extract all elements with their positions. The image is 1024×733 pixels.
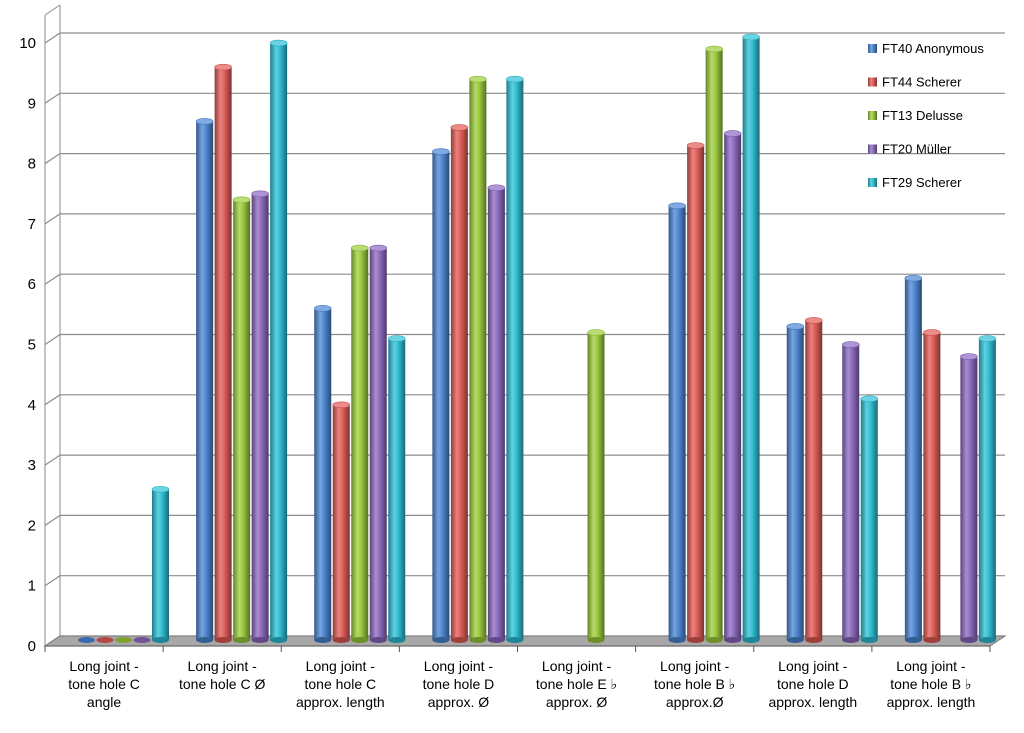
bar [450, 124, 469, 643]
legend-item: FT44 Scherer [868, 75, 962, 90]
x-category-label: Long joint -tone hole C Ø [179, 658, 265, 692]
y-tick-label: 9 [28, 95, 36, 112]
y-tick-label: 7 [28, 216, 36, 233]
bar [786, 323, 805, 643]
y-tick-label: 1 [28, 578, 36, 595]
bar [960, 353, 978, 643]
legend-item: FT20 Müller [868, 142, 952, 157]
bar [587, 329, 605, 643]
y-tick-label: 10 [19, 35, 36, 52]
legend-swatch [868, 44, 877, 53]
bar [686, 142, 705, 643]
bar [313, 305, 332, 643]
bar [860, 395, 879, 643]
y-axis-ticks: 0 1 2 3 4 5 6 7 8 9 10 [19, 35, 36, 655]
legend-swatch [868, 111, 877, 120]
bar [96, 637, 114, 643]
bar [705, 45, 723, 643]
bar [923, 329, 941, 643]
legend-item: FT29 Scherer [868, 175, 962, 190]
bar [350, 244, 369, 643]
bar [269, 39, 288, 643]
legend-swatch [868, 77, 877, 87]
legend-label: FT29 Scherer [882, 175, 962, 190]
x-category-label: Long joint -tone hole B ♭ approx. length [887, 658, 976, 710]
bar [151, 485, 170, 643]
legend: FT40 Anonymous FT44 Scherer FT13 Delusse FT… [868, 41, 984, 190]
bar [195, 118, 214, 643]
x-category-label: Long joint -tone hole B ♭ approx.Ø [654, 658, 735, 710]
bar [506, 75, 524, 643]
bar [115, 637, 132, 643]
bar [742, 33, 760, 643]
legend-label: FT40 Anonymous [882, 41, 984, 56]
bar [432, 148, 450, 643]
legend-label: FT13 Delusse [882, 108, 963, 123]
bar [978, 335, 997, 643]
bar [232, 196, 251, 643]
legend-item: FT40 Anonymous [868, 41, 984, 56]
bar [469, 75, 487, 643]
y-tick-label: 3 [28, 457, 36, 474]
legend-label: FT20 Müller [882, 142, 952, 157]
legend-swatch [868, 144, 877, 154]
bar [804, 317, 823, 643]
bar [841, 341, 860, 643]
bars [78, 33, 997, 643]
bar [369, 244, 388, 643]
legend-label: FT44 Scherer [882, 75, 962, 90]
bar [78, 637, 95, 643]
y-tick-label: 8 [28, 156, 36, 173]
bar [668, 202, 686, 643]
bar [904, 274, 923, 643]
bar [214, 63, 232, 643]
legend-item: FT13 Delusse [868, 108, 963, 123]
y-tick-label: 6 [28, 276, 36, 293]
x-category-label: Long joint -tone hole E ♭ approx. Ø [536, 658, 617, 710]
bar [387, 335, 406, 643]
y-tick-label: 2 [28, 517, 36, 534]
bar [487, 184, 506, 643]
bar [723, 130, 742, 643]
y-tick-label: 4 [28, 397, 36, 414]
legend-swatch [868, 178, 877, 187]
bar [332, 401, 351, 643]
y-tick-label: 5 [28, 337, 36, 354]
y-tick-label: 0 [28, 638, 36, 655]
bar [251, 190, 269, 643]
bar [133, 637, 151, 643]
